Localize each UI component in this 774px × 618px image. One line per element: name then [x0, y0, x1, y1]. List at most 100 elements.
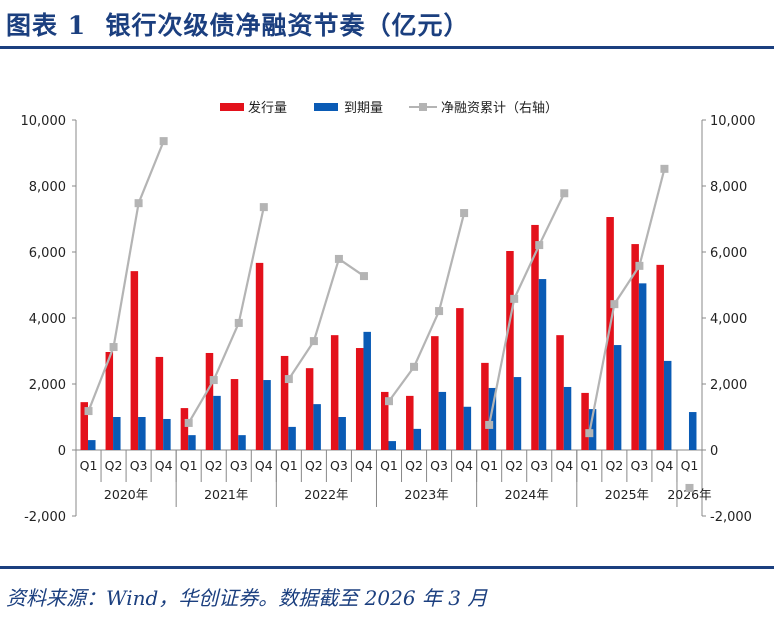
- issuance-bar: [631, 244, 639, 450]
- x-tick-label: Q2: [205, 458, 223, 473]
- maturity-bar: [563, 386, 572, 450]
- issuance-bar: [230, 379, 239, 450]
- right-tick-label: 2,000: [710, 378, 747, 393]
- legend-issuance-label: 发行量: [248, 100, 287, 116]
- issuance-bar: [656, 264, 664, 450]
- x-tick-label: Q4: [555, 458, 573, 473]
- title-rule: [0, 46, 774, 49]
- issuance-bar: [280, 355, 289, 450]
- maturity-bar: [88, 440, 96, 450]
- legend-maturity-swatch: [314, 103, 338, 111]
- issuance-bar: [456, 308, 464, 450]
- issuance-bar: [406, 395, 414, 450]
- maturity-bar: [238, 435, 246, 450]
- maturity-bar: [638, 283, 647, 450]
- maturity-bar: [413, 428, 422, 450]
- right-tick-label: 10,000: [710, 114, 756, 129]
- net-financing-marker: [259, 203, 268, 212]
- net-financing-marker: [334, 254, 343, 263]
- issuance-bar: [255, 262, 264, 450]
- issuance-bar: [155, 356, 164, 450]
- x-tick-label: Q2: [305, 458, 323, 473]
- issuance-bar: [355, 348, 364, 450]
- issuance-bar: [205, 352, 214, 450]
- issuance-bar: [606, 217, 614, 450]
- year-label: 2023年: [404, 487, 448, 502]
- issuance-bar: [305, 368, 314, 450]
- net-financing-line-segment: [212, 322, 240, 381]
- net-financing-line-segment: [538, 192, 566, 246]
- x-tick-label: Q3: [430, 458, 448, 473]
- net-financing-marker: [134, 199, 143, 208]
- left-tick-label: 8,000: [29, 180, 66, 195]
- net-financing-marker: [359, 272, 368, 281]
- maturity-bar: [288, 426, 296, 450]
- net-financing-marker: [485, 420, 494, 429]
- net-financing-marker: [435, 307, 444, 316]
- right-tick-label: 6,000: [710, 246, 747, 261]
- issuance-bar: [130, 271, 139, 450]
- issuance-bar: [381, 391, 389, 450]
- net-financing-marker: [209, 376, 218, 385]
- year-label: 2025年: [605, 487, 649, 502]
- year-label: 2026年: [667, 487, 711, 502]
- net-financing-marker: [610, 300, 619, 309]
- x-tick-label: Q1: [280, 458, 298, 473]
- x-tick-label: Q1: [180, 458, 198, 473]
- maturity-bar: [138, 417, 146, 450]
- net-financing-line-segment: [388, 366, 415, 402]
- net-financing-line-segment: [588, 303, 616, 434]
- maturity-bar: [513, 377, 522, 450]
- net-financing-marker: [284, 375, 293, 384]
- net-financing-line-segment: [513, 244, 541, 300]
- x-tick-label: Q1: [80, 458, 98, 473]
- net-financing-line-segment: [413, 310, 441, 368]
- net-financing-marker: [184, 418, 193, 427]
- maturity-bar: [688, 412, 697, 450]
- net-financing-line-segment: [137, 140, 165, 204]
- x-tick-label: Q3: [130, 458, 148, 473]
- issuance-bar: [180, 408, 189, 450]
- left-tick-label: 2,000: [29, 378, 66, 393]
- net-financing-line-segment: [237, 206, 265, 324]
- x-tick-label: Q1: [580, 458, 598, 473]
- legend-maturity-label: 到期量: [344, 101, 383, 116]
- chart: -2,000 0 2,000 4,000 6,000 8,000 10,000 -2,000 0…: [21, 100, 756, 525]
- net-financing-marker: [385, 397, 393, 406]
- net-financing-marker: [234, 318, 243, 327]
- right-tick-label: 0: [710, 444, 718, 459]
- year-label: 2020年: [104, 487, 148, 502]
- x-tick-label: Q1: [380, 458, 398, 473]
- net-financing-marker: [510, 294, 519, 303]
- maturity-bar: [313, 404, 321, 450]
- net-financing-line-segment: [338, 258, 365, 277]
- net-financing-line-segment: [312, 258, 340, 342]
- legend-net-marker: [419, 103, 427, 111]
- x-tick-label: Q4: [255, 458, 273, 473]
- right-tick-label: 8,000: [710, 180, 747, 195]
- left-tick-label: 10,000: [21, 114, 67, 129]
- figure-title: 图表 1 银行次级债净融资节奏（亿元）: [6, 11, 470, 40]
- net-financing-marker: [560, 189, 569, 198]
- issuance-bar: [431, 336, 439, 450]
- net-financing-line-segment: [87, 346, 115, 412]
- net-financing-line-segment: [488, 298, 516, 426]
- maturity-bar: [163, 418, 171, 450]
- left-tick-label: 4,000: [29, 312, 66, 327]
- maturity-bar: [338, 417, 346, 450]
- issuance-bar: [506, 251, 514, 450]
- legend-issuance-swatch: [220, 103, 244, 111]
- net-financing-line-segment: [187, 379, 215, 424]
- issuance-bar: [105, 351, 114, 450]
- x-tick-label: Q1: [480, 458, 498, 473]
- net-financing-marker: [685, 483, 694, 492]
- left-tick-label: -2,000: [24, 510, 66, 525]
- maturity-bar: [663, 360, 672, 450]
- maturity-bar: [488, 387, 497, 450]
- net-financing-marker: [109, 343, 118, 352]
- x-tick-label: Q4: [355, 458, 373, 473]
- x-tick-label: Q4: [656, 458, 674, 473]
- x-tick-label: Q2: [605, 458, 623, 473]
- right-tick-label: 4,000: [710, 312, 747, 327]
- left-tick-label: 6,000: [29, 246, 66, 261]
